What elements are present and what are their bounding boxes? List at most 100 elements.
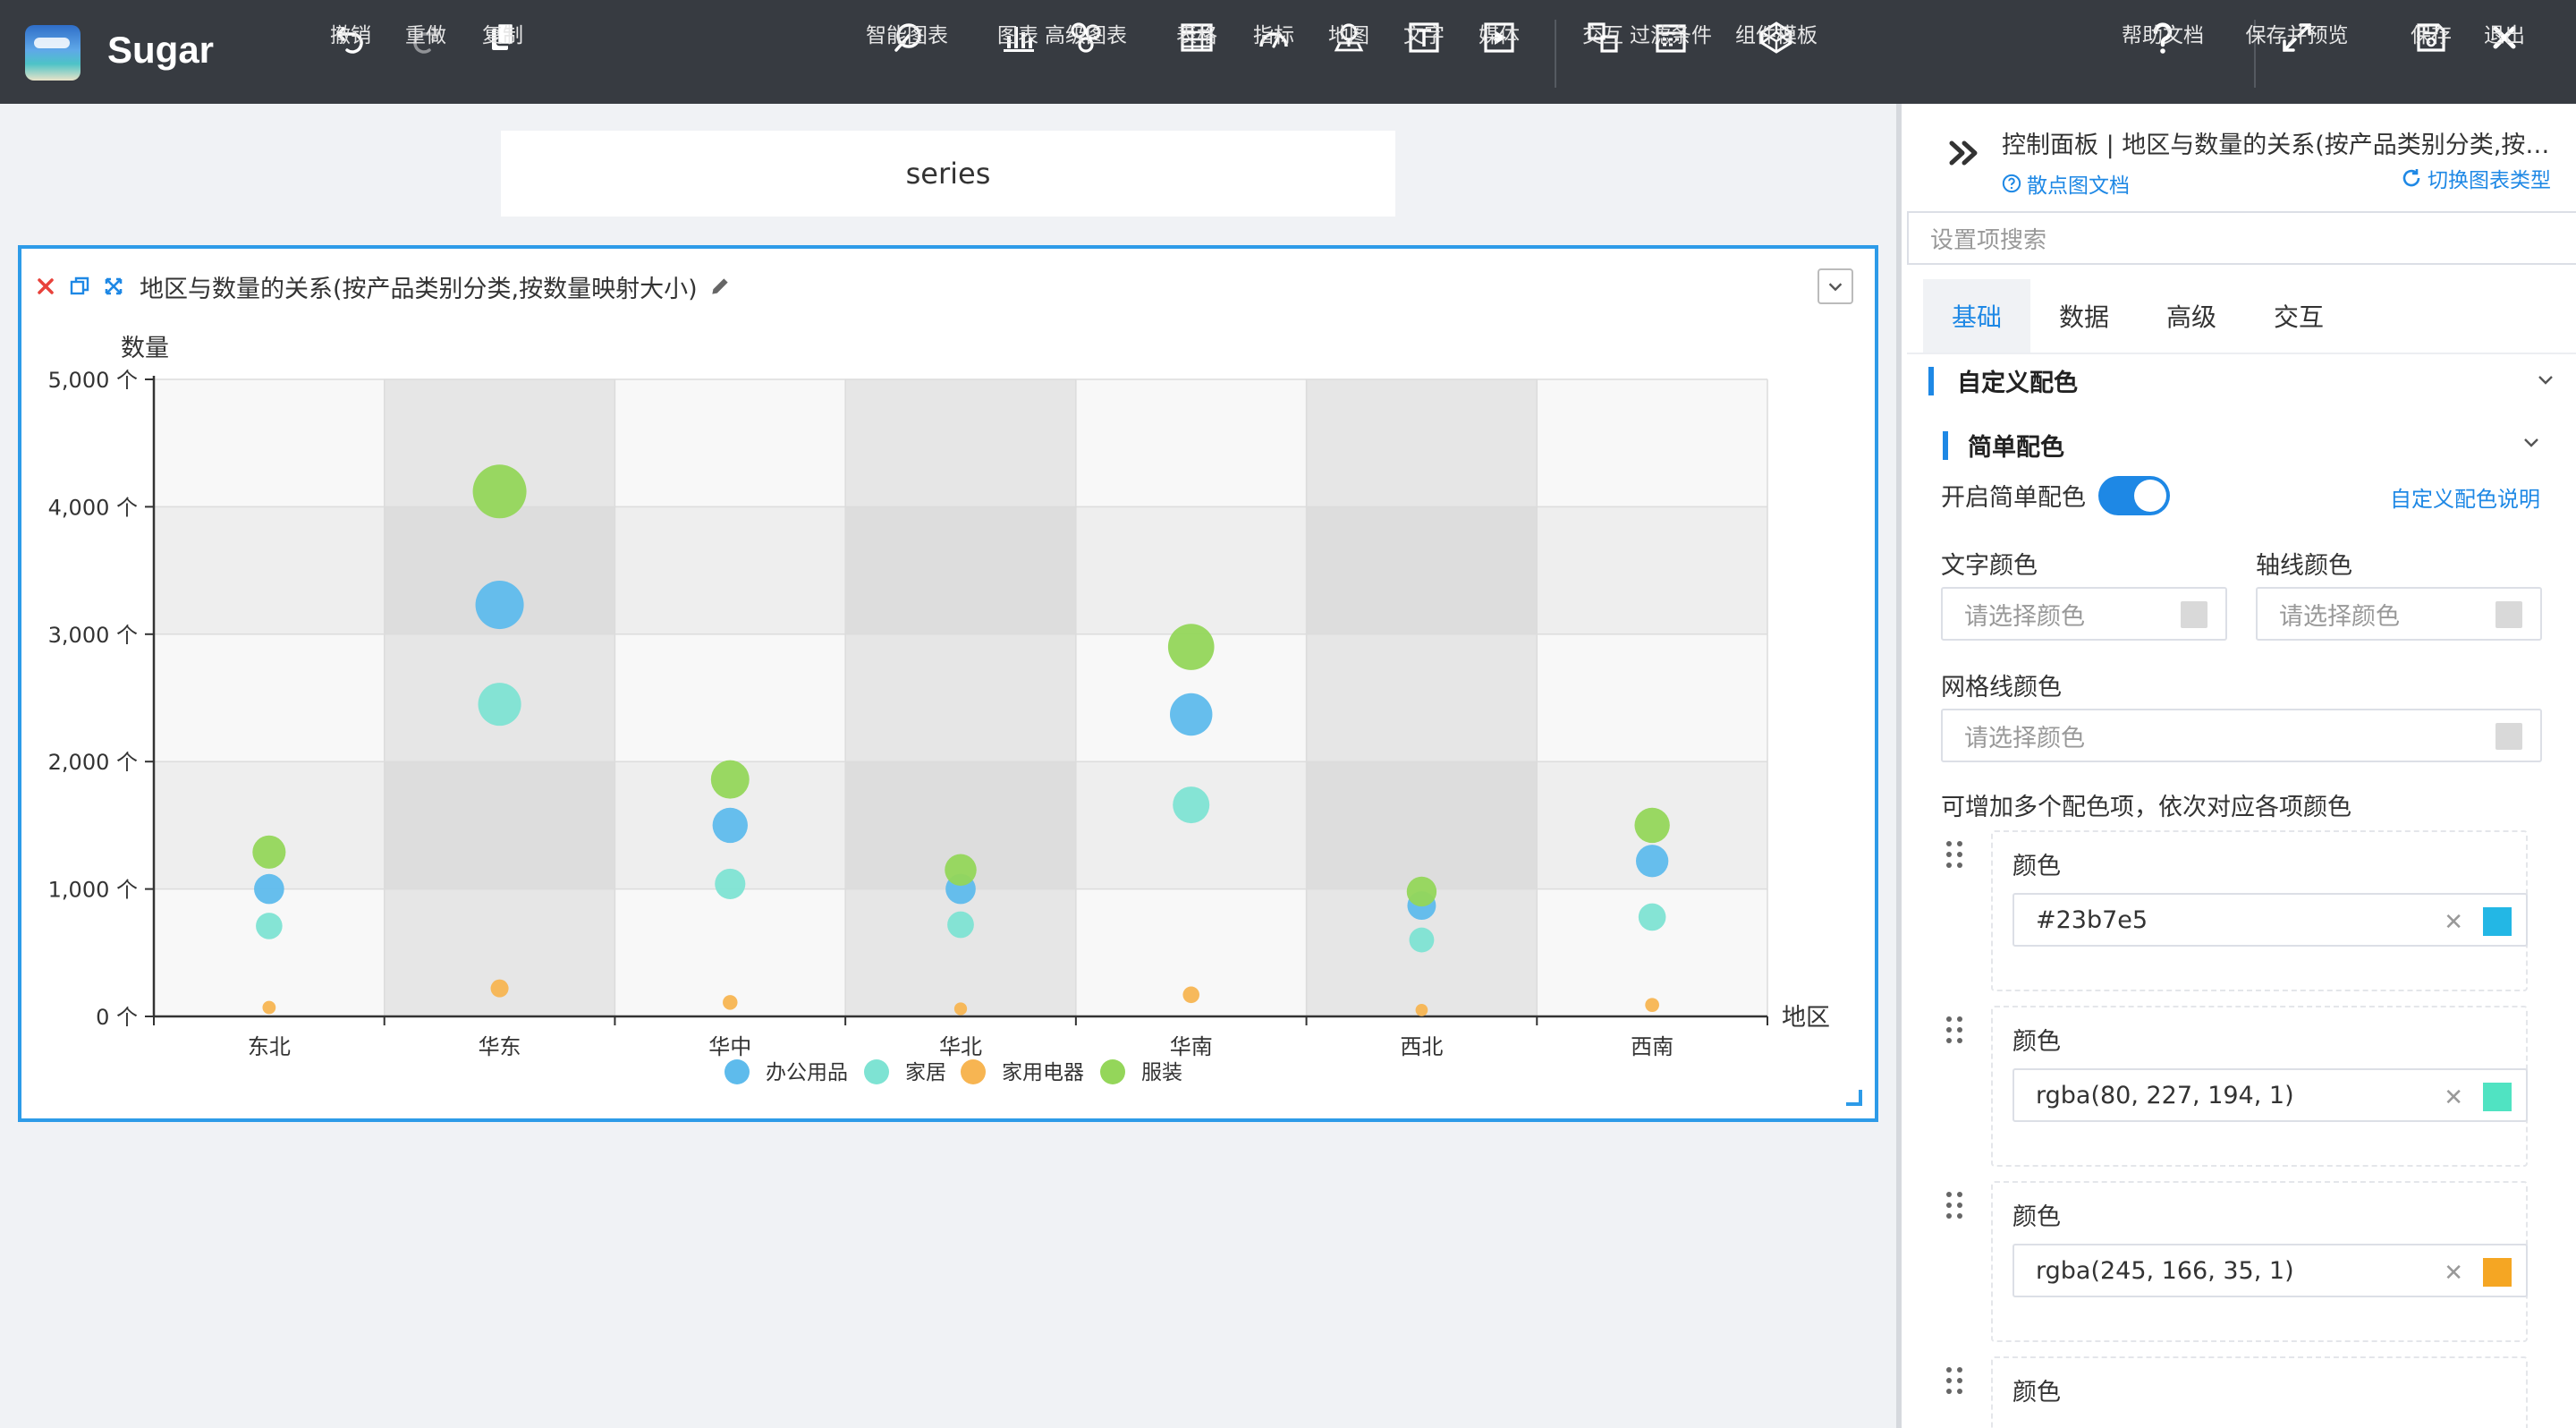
delete-icon[interactable] xyxy=(32,273,59,300)
save-preview-button[interactable]: 保存并预览 xyxy=(2246,14,2349,95)
chevron-down-icon[interactable] xyxy=(2535,369,2556,390)
help-circle-icon xyxy=(2002,174,2021,193)
color-value-input[interactable]: #23b7e5 ✕ xyxy=(2012,893,2528,947)
x-tick-label: 西北 xyxy=(1400,1034,1443,1059)
section-custom-color[interactable]: 自定义配色 xyxy=(1928,363,2078,398)
scatter-point xyxy=(712,807,748,844)
color-swatch[interactable] xyxy=(2483,907,2512,936)
scatter-doc-link[interactable]: 散点图文档 xyxy=(2002,168,2130,199)
toolbar-divider xyxy=(2254,20,2256,88)
color-value-input[interactable]: rgba(80, 227, 194, 1) ✕ xyxy=(2012,1068,2528,1122)
legend-marker xyxy=(864,1059,889,1084)
sugar-logo-icon xyxy=(25,25,80,81)
indicator-button[interactable]: 指标 xyxy=(1253,14,1294,95)
scatter-point xyxy=(947,911,974,939)
chart-button[interactable]: 图表 xyxy=(997,14,1038,95)
tab-divider xyxy=(1907,353,2576,354)
codepen-icon xyxy=(1758,14,1794,61)
series-text-component[interactable]: series xyxy=(501,131,1395,217)
color-value-input[interactable]: rgba(245, 166, 35, 1) ✕ xyxy=(2012,1244,2528,1297)
media-play-icon xyxy=(1481,14,1517,61)
interaction-icon xyxy=(1585,14,1621,61)
scatter-point xyxy=(256,913,283,939)
color-item: 颜色 rgba(80, 227, 194, 1) ✕ xyxy=(1991,1006,2528,1167)
scatter-point xyxy=(945,854,977,886)
help-button[interactable]: 帮助文档 xyxy=(2122,14,2204,95)
smart-chart-button[interactable]: 智能图表 xyxy=(866,14,948,95)
drag-handle-icon[interactable] xyxy=(1945,1015,1964,1045)
advanced-chart-button[interactable]: 高级图表 xyxy=(1045,14,1127,95)
media-button[interactable]: 媒体 xyxy=(1479,14,1520,95)
map-pin-icon xyxy=(1331,14,1367,61)
table-button[interactable]: 表格 xyxy=(1176,14,1217,95)
toolbar-divider xyxy=(1555,20,1556,88)
text-color-picker[interactable]: 请选择颜色 xyxy=(1941,587,2227,641)
control-panel: 控制面板 | 地区与数量的关系(按产品类别分类,按数量映射大小) 散点图文档 切… xyxy=(1896,104,2576,1428)
tab-basic[interactable]: 基础 xyxy=(1923,279,2030,353)
axis-color-picker[interactable]: 请选择颜色 xyxy=(2256,587,2542,641)
value-band xyxy=(154,506,1767,634)
settings-search-input[interactable]: 设置项搜索 xyxy=(1907,211,2576,265)
edit-pencil-icon[interactable] xyxy=(707,273,733,300)
save-button[interactable]: 保存 xyxy=(2411,14,2452,95)
clear-icon[interactable]: ✕ xyxy=(2444,909,2463,936)
calendar-filter-icon xyxy=(1653,14,1689,61)
custom-color-help-link[interactable]: 自定义配色说明 xyxy=(2390,487,2540,512)
scatter-point xyxy=(1645,998,1659,1013)
tab-advanced[interactable]: 高级 xyxy=(2165,302,2216,332)
undo-button[interactable]: 撤销 xyxy=(330,14,371,95)
map-button[interactable]: 地图 xyxy=(1328,14,1369,95)
smart-chart-icon xyxy=(889,14,925,61)
scatter-point xyxy=(478,683,521,727)
clear-icon[interactable]: ✕ xyxy=(2444,1084,2463,1111)
y-tick-label: 2,000 个 xyxy=(48,750,138,775)
scatter-point xyxy=(1406,876,1437,907)
axis-color-label: 轴线颜色 xyxy=(2256,552,2352,580)
redo-button[interactable]: 重做 xyxy=(405,14,446,95)
fullscreen-icon[interactable] xyxy=(100,273,127,300)
switch-chart-type-link[interactable]: 切换图表类型 xyxy=(2401,163,2551,193)
y-tick-label: 3,000 个 xyxy=(48,623,138,648)
tab-data[interactable]: 数据 xyxy=(2058,302,2109,332)
copy-button[interactable]: 复制 xyxy=(482,14,523,95)
component-template-button[interactable]: 组件模板 xyxy=(1735,14,1818,95)
top-toolbar: Sugar 撤销 重做 复制 智能图表 图表 高级图表 xyxy=(0,0,2576,104)
scatter-point xyxy=(1634,807,1670,844)
simple-color-toggle[interactable] xyxy=(2098,476,2170,515)
tab-interaction[interactable]: 交互 xyxy=(2273,302,2324,332)
legend-label: 办公用品 xyxy=(766,1061,848,1084)
grid-color-picker[interactable]: 请选择颜色 xyxy=(1941,709,2542,762)
drag-handle-icon[interactable] xyxy=(1945,1190,1964,1220)
legend-label: 家居 xyxy=(905,1061,946,1084)
card-menu-dropdown[interactable] xyxy=(1818,268,1853,304)
x-tick-label: 华中 xyxy=(708,1034,751,1059)
scatter-point xyxy=(490,979,509,998)
scatter-point xyxy=(953,1002,968,1016)
interaction-button[interactable]: 交互 xyxy=(1582,14,1623,95)
section-simple-color[interactable]: 简单配色 xyxy=(1943,428,2064,463)
x-tick-label: 华北 xyxy=(939,1034,982,1059)
scatter-point xyxy=(1415,1004,1428,1016)
exit-button[interactable]: 退出 xyxy=(2484,14,2525,95)
panel-title: 控制面板 | 地区与数量的关系(按产品类别分类,按数量映射大小) xyxy=(2002,132,2556,159)
collapse-panel-icon[interactable] xyxy=(1945,132,1986,174)
y-tick-label: 0 个 xyxy=(96,1005,138,1030)
drag-handle-icon[interactable] xyxy=(1945,839,1964,870)
question-mark-icon xyxy=(2145,14,2181,61)
color-swatch[interactable] xyxy=(2483,1083,2512,1111)
clear-icon[interactable]: ✕ xyxy=(2444,1260,2463,1287)
chart-card[interactable]: 0 个 1,000 个 2,000 个 3,000 个 4,000 个 5,000 个 数量… xyxy=(18,245,1878,1122)
y-tick-label: 5,000 个 xyxy=(48,368,138,393)
legend-marker xyxy=(1100,1059,1125,1084)
scatter-chart: 0 个 1,000 个 2,000 个 3,000 个 4,000 个 5,000 个 数量… xyxy=(48,335,1830,1084)
text-button[interactable]: 文字 xyxy=(1403,14,1445,95)
filter-button[interactable]: 过滤条件 xyxy=(1630,14,1712,95)
chevron-down-icon[interactable] xyxy=(2521,431,2542,453)
drag-handle-icon[interactable] xyxy=(1945,1365,1964,1396)
text-color-label: 文字颜色 xyxy=(1941,552,2038,580)
category-band xyxy=(614,379,846,1016)
color-swatch[interactable] xyxy=(2483,1258,2512,1287)
resize-handle[interactable] xyxy=(1846,1090,1862,1106)
scatter-point xyxy=(723,995,738,1010)
duplicate-icon[interactable] xyxy=(66,273,93,300)
